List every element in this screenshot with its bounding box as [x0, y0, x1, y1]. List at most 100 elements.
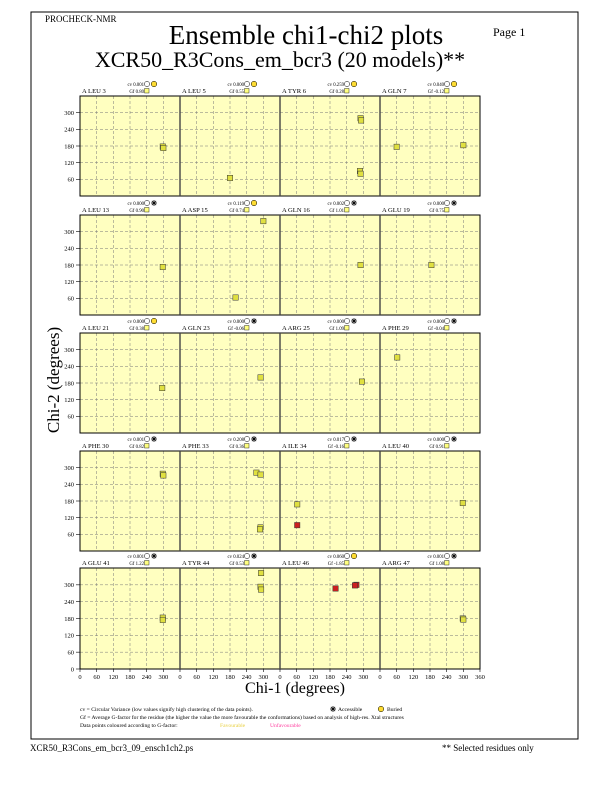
cv-value: cv 0.000 — [227, 83, 244, 88]
x-tick-label: 240 — [242, 674, 252, 681]
x-tick-label: 120 — [208, 674, 218, 681]
cv-value: cv 0.040 — [427, 83, 444, 88]
cv-value: cv 0.000 — [327, 320, 344, 325]
gf-value: Gf 0.28 — [329, 90, 344, 95]
data-point — [258, 586, 265, 593]
gf-value: Gf -0.06 — [228, 327, 245, 332]
gf-value: Gf 0.55 — [229, 90, 244, 95]
page-subtitle: XCR50_R3Cons_em_bcr3 (20 models)** — [94, 47, 466, 72]
page-title: Ensemble chi1-chi2 plots — [168, 20, 444, 50]
cv-value: cv 0.001 — [127, 83, 144, 88]
data-point — [257, 471, 264, 478]
x-tick-label: 180 — [225, 674, 235, 681]
gf-value: Gf 1.09 — [329, 327, 344, 332]
gf-colour-box — [344, 443, 350, 449]
gf-value: Gf 0.82 — [129, 445, 144, 450]
buried-icon — [450, 80, 458, 88]
residue-label: A ASP 15 — [182, 207, 208, 214]
cv-clock-icon — [344, 318, 350, 324]
x-tick-label: 240 — [342, 674, 352, 681]
accessible-icon — [451, 553, 457, 559]
accessible-icon — [351, 200, 357, 206]
y-tick-label: 300 — [64, 582, 74, 589]
gf-value: Gf 0.80 — [129, 90, 144, 95]
gf-colour-box — [244, 88, 250, 94]
gf-colour-box — [444, 207, 450, 213]
gf-value: Gf 0.53 — [229, 562, 244, 567]
residue-label: A LEU 46 — [282, 560, 310, 567]
data-point — [357, 262, 364, 268]
y-tick-label: 180 — [64, 380, 74, 387]
x-tick-label: 360 — [475, 674, 485, 681]
accessible-icon — [251, 318, 257, 324]
gf-colour-box — [144, 560, 150, 566]
data-point — [257, 526, 263, 533]
y-tick-label: 120 — [64, 397, 74, 404]
gf-value: Gf 0.36 — [229, 445, 244, 450]
cv-clock-icon — [244, 436, 250, 442]
cv-value: cv 0.000 — [227, 320, 244, 325]
accessible-icon — [351, 318, 357, 324]
cv-value: cv 0.000 — [427, 438, 444, 443]
gf-colour-box — [144, 325, 150, 331]
accessible-icon — [151, 436, 157, 442]
data-point — [357, 170, 364, 177]
residue-label: A PHE 29 — [382, 325, 409, 332]
buried-icon — [350, 552, 358, 560]
x-tick-label: 240 — [142, 674, 152, 681]
legend-colour: Data points coloured according to G-fact… — [80, 723, 178, 729]
x-tick-label: 60 — [293, 674, 300, 681]
y-tick-label: 120 — [64, 279, 74, 286]
y-tick-label: 0 — [71, 666, 74, 673]
y-tick-label: 60 — [68, 177, 75, 184]
cv-clock-icon — [144, 81, 150, 87]
data-point — [332, 585, 339, 592]
data-point — [459, 499, 466, 506]
gf-value: Gf -0.16 — [328, 445, 345, 450]
data-point — [393, 143, 400, 150]
x-tick-label: 60 — [193, 674, 200, 681]
gf-value: Gf 0.74 — [229, 209, 244, 214]
buried-icon — [250, 80, 258, 88]
data-point — [159, 385, 166, 391]
y-tick-label: 240 — [64, 364, 74, 371]
x-tick-label: 300 — [458, 674, 468, 681]
x-tick-label: 60 — [393, 674, 400, 681]
legend-favourable: Favourable — [220, 723, 246, 729]
cv-value: cv 0.259 — [327, 83, 344, 88]
data-point — [428, 262, 435, 268]
x-axis-title: Chi-1 (degrees) — [245, 680, 345, 697]
residue-label: A TYR 6 — [282, 88, 307, 95]
gf-value: Gf 0.38 — [129, 327, 144, 332]
x-tick-label: 0 — [278, 674, 281, 681]
buried-icon — [150, 317, 158, 325]
gf-colour-box — [244, 325, 250, 331]
legend-accessible-icon — [330, 706, 336, 712]
cv-value: cv 0.119 — [228, 202, 245, 207]
gf-colour-box — [144, 443, 150, 449]
y-tick-label: 180 — [64, 498, 74, 505]
y-tick-label: 240 — [64, 246, 74, 253]
residue-label: A ARG 47 — [382, 560, 411, 567]
accessible-icon — [251, 436, 257, 442]
y-tick-label: 300 — [64, 110, 74, 117]
accessible-icon — [151, 200, 157, 206]
data-point — [358, 117, 365, 124]
cv-clock-icon — [344, 200, 350, 206]
cv-clock-icon — [344, 553, 350, 559]
y-tick-label: 300 — [64, 465, 74, 472]
x-tick-label: 240 — [442, 674, 452, 681]
y-tick-label: 60 — [68, 296, 75, 303]
y-tick-label: 60 — [68, 532, 75, 539]
y-tick-label: 60 — [68, 649, 75, 656]
y-tick-label: 240 — [64, 599, 74, 606]
x-tick-label: 180 — [325, 674, 335, 681]
residue-label: A LEU 13 — [82, 207, 110, 214]
accessible-icon — [251, 553, 257, 559]
gf-value: Gf 1.08 — [429, 562, 444, 567]
cv-value: cv 0.001 — [127, 438, 144, 443]
residue-label: A GLU 19 — [382, 207, 411, 214]
cv-value: cv 0.000 — [427, 202, 444, 207]
